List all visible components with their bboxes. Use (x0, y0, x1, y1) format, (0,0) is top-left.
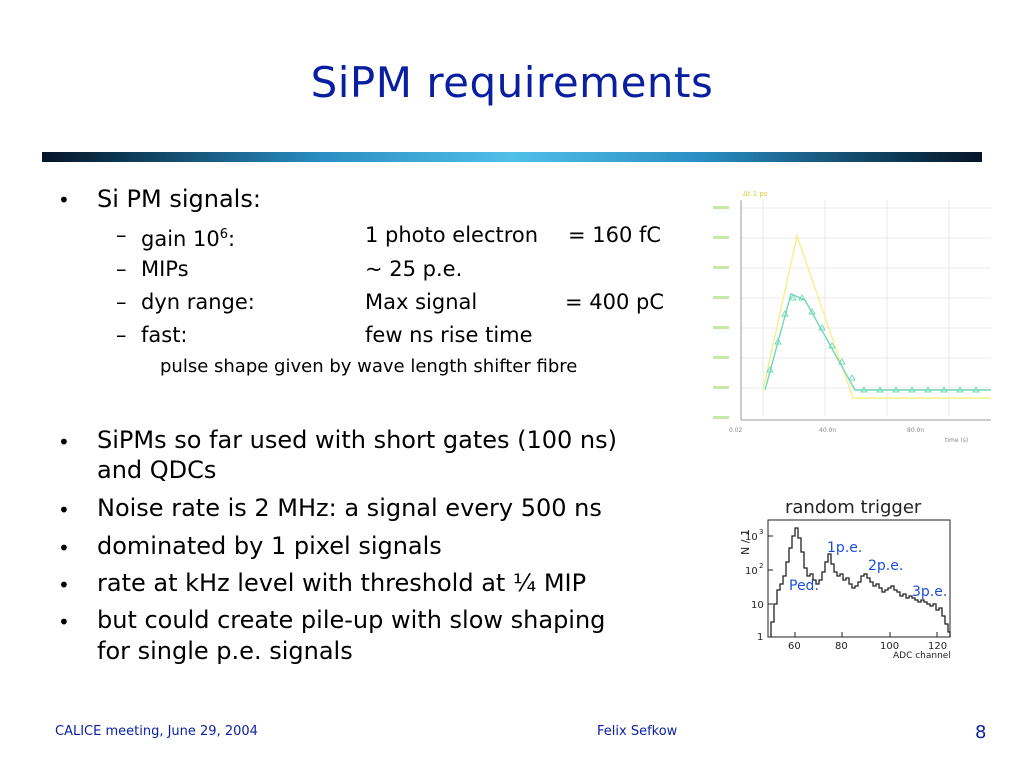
sub-value2-gain: = 160 fC (568, 223, 662, 247)
label-2pe: 2p.e. (868, 558, 903, 574)
plot-x-tick: 0.02 (729, 427, 743, 434)
label-1pe: 1p.e. (827, 540, 862, 556)
x-tick-80: 80 (835, 641, 848, 652)
bullet-dot: • (58, 498, 70, 522)
y-tick-1000: 10 (745, 532, 758, 543)
histogram-title: random trigger (785, 497, 922, 518)
plot-x-unit: time (s) (945, 437, 968, 444)
y-tick-10: 10 (751, 600, 764, 611)
pulse-shape-note: pulse shape given by wave length shifter… (160, 356, 578, 377)
pulse-trace-b-markers (766, 294, 980, 393)
y-tick-1: 1 (757, 632, 763, 643)
pulse-shape-plot: Δt 1 ps (705, 188, 993, 446)
sub-label-fast: fast: (141, 323, 188, 347)
footer-event: CALICE meeting, June 29, 2004 (55, 724, 258, 739)
sub-label-dyn-range: dyn range: (141, 290, 255, 314)
plot-grid (741, 200, 991, 416)
y-tick-100: 10 (745, 566, 758, 577)
label-pedestal: Ped. (789, 578, 819, 594)
plot-background (705, 188, 993, 446)
gain-colon: : (228, 227, 236, 251)
footer-author: Felix Sefkow (597, 724, 678, 739)
sub-dash: – (116, 290, 127, 314)
plot-x-tick: 40.0n (819, 427, 836, 434)
title-divider (42, 152, 982, 162)
y-tick-100-exp: 2 (759, 562, 763, 570)
bullet-si-pm-signals: Si PM signals: (97, 185, 261, 213)
histogram-ylabel: N / 1 (739, 529, 752, 555)
bullet-dot: • (58, 430, 70, 454)
random-trigger-histogram: random trigger N / 1 10 3 10 2 10 1 60 8… (739, 497, 951, 661)
sub-value-gain: 1 photo electron (365, 223, 539, 247)
histogram-peak-labels: Ped. 1p.e. 2p.e. 3p.e. (789, 540, 947, 600)
bullet-rate-khz: rate at kHz level with threshold at ¼ MI… (97, 569, 587, 597)
y-tick-1000-exp: 3 (759, 528, 763, 536)
page-number: 8 (975, 722, 987, 743)
histogram-xlabel: ADC channel (893, 651, 951, 661)
gain-exponent: 6 (219, 227, 229, 242)
sub-dash: – (116, 223, 127, 247)
x-tick-120: 120 (928, 641, 947, 652)
sub-dash: – (116, 257, 127, 281)
pulse-trace-a (762, 233, 991, 399)
histogram-y-ticks: 10 3 10 2 10 1 (745, 528, 764, 643)
bullet-dominated: dominated by 1 pixel signals (97, 532, 442, 560)
plot-x-tick: 80.0n (907, 427, 924, 434)
histogram-frame (767, 519, 951, 638)
bullet-dot: • (58, 573, 70, 597)
bullet-short-gates-cont: and QDCs (97, 456, 217, 484)
bullet-dot: • (58, 188, 70, 212)
x-tick-100: 100 (880, 641, 899, 652)
sub-value-mips: ~ 25 p.e. (365, 257, 463, 281)
plot-y-ticks (713, 206, 729, 419)
slide-title: SiPM requirements (310, 58, 714, 107)
histogram-x-ticks: 60 80 100 120 (788, 641, 947, 652)
sub-value-dyn-range: Max signal (365, 290, 478, 314)
bullet-dot: • (58, 536, 70, 560)
bullet-pile-up: but could create pile-up with slow shapi… (97, 606, 606, 634)
histogram-trace (770, 527, 951, 637)
bullet-dot: • (58, 610, 70, 634)
plot-legend: Δt 1 ps (743, 190, 768, 198)
histogram-tick-marks (768, 535, 938, 637)
bullet-pile-up-cont: for single p.e. signals (97, 637, 353, 665)
sub-dash: – (116, 323, 127, 347)
sub-label-gain: gain 106: (141, 222, 235, 252)
gain-text: gain 10 (141, 227, 220, 251)
bullet-short-gates: SiPMs so far used with short gates (100 … (97, 426, 618, 454)
sub-value2-dyn-range: = 400 pC (565, 290, 665, 314)
label-3pe: 3p.e. (912, 584, 947, 600)
bullet-noise-rate: Noise rate is 2 MHz: a signal every 500 … (97, 494, 602, 522)
sub-label-mips: MIPs (141, 257, 189, 281)
x-tick-60: 60 (788, 641, 801, 652)
sub-value-fast: few ns rise time (365, 323, 533, 347)
